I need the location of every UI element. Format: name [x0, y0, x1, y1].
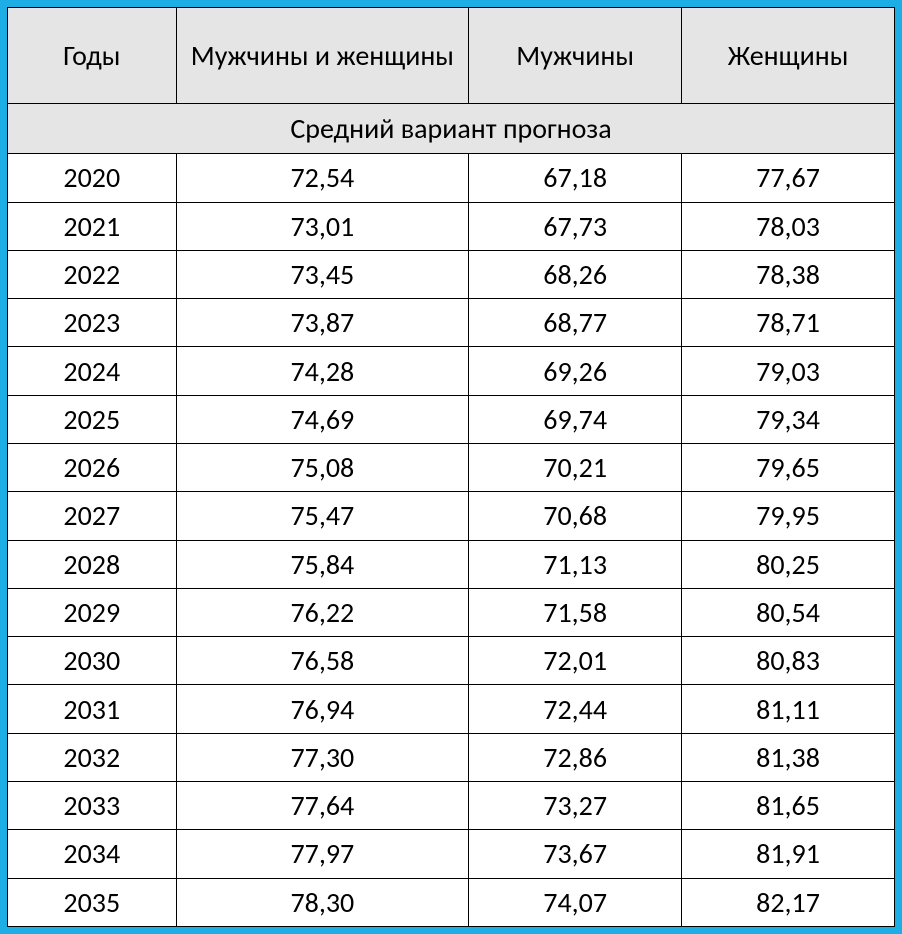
table-row: 203578,3074,0782,17 [8, 878, 895, 926]
header-men: Мужчины [469, 8, 682, 104]
table-row: 202373,8768,7778,71 [8, 299, 895, 347]
cell-men: 72,44 [469, 685, 682, 733]
table-row: 203477,9773,6781,91 [8, 830, 895, 878]
cell-year: 2022 [8, 250, 177, 298]
header-years: Годы [8, 8, 177, 104]
header-both: Мужчины и женщины [176, 8, 469, 104]
cell-women: 82,17 [682, 878, 895, 926]
cell-women: 79,03 [682, 347, 895, 395]
cell-year: 2023 [8, 299, 177, 347]
cell-both: 77,64 [176, 781, 469, 829]
subheader-row: Средний вариант прогноза [8, 104, 895, 154]
cell-men: 67,73 [469, 202, 682, 250]
cell-women: 81,91 [682, 830, 895, 878]
cell-both: 73,87 [176, 299, 469, 347]
cell-year: 2030 [8, 637, 177, 685]
table-row: 202775,4770,6879,95 [8, 492, 895, 540]
cell-both: 76,22 [176, 588, 469, 636]
cell-both: 74,28 [176, 347, 469, 395]
table-row: 203176,9472,4481,11 [8, 685, 895, 733]
table-row: 203377,6473,2781,65 [8, 781, 895, 829]
cell-women: 78,03 [682, 202, 895, 250]
cell-men: 69,26 [469, 347, 682, 395]
table-row: 202474,2869,2679,03 [8, 347, 895, 395]
cell-both: 74,69 [176, 395, 469, 443]
cell-year: 2032 [8, 733, 177, 781]
cell-year: 2029 [8, 588, 177, 636]
cell-year: 2020 [8, 154, 177, 202]
cell-men: 73,67 [469, 830, 682, 878]
cell-men: 73,27 [469, 781, 682, 829]
cell-year: 2021 [8, 202, 177, 250]
cell-women: 81,38 [682, 733, 895, 781]
table-frame: Годы Мужчины и женщины Мужчины Женщины С… [0, 0, 902, 934]
cell-men: 69,74 [469, 395, 682, 443]
table-row: 202574,6969,7479,34 [8, 395, 895, 443]
cell-both: 75,47 [176, 492, 469, 540]
table-row: 202976,2271,5880,54 [8, 588, 895, 636]
table-header-row: Годы Мужчины и женщины Мужчины Женщины [8, 8, 895, 104]
cell-women: 80,54 [682, 588, 895, 636]
cell-men: 71,13 [469, 540, 682, 588]
cell-women: 80,25 [682, 540, 895, 588]
cell-both: 75,08 [176, 443, 469, 491]
cell-women: 81,11 [682, 685, 895, 733]
table-row: 202173,0167,7378,03 [8, 202, 895, 250]
header-women: Женщины [682, 8, 895, 104]
cell-women: 79,65 [682, 443, 895, 491]
cell-men: 68,26 [469, 250, 682, 298]
cell-year: 2028 [8, 540, 177, 588]
cell-women: 79,95 [682, 492, 895, 540]
table-row: 203277,3072,8681,38 [8, 733, 895, 781]
cell-women: 78,71 [682, 299, 895, 347]
cell-both: 77,97 [176, 830, 469, 878]
cell-women: 78,38 [682, 250, 895, 298]
cell-men: 68,77 [469, 299, 682, 347]
cell-men: 72,86 [469, 733, 682, 781]
cell-year: 2026 [8, 443, 177, 491]
cell-both: 77,30 [176, 733, 469, 781]
table-row: 202875,8471,1380,25 [8, 540, 895, 588]
table-row: 202675,0870,2179,65 [8, 443, 895, 491]
cell-men: 70,68 [469, 492, 682, 540]
cell-year: 2034 [8, 830, 177, 878]
cell-men: 71,58 [469, 588, 682, 636]
cell-both: 78,30 [176, 878, 469, 926]
cell-both: 76,94 [176, 685, 469, 733]
cell-both: 76,58 [176, 637, 469, 685]
cell-both: 72,54 [176, 154, 469, 202]
cell-year: 2033 [8, 781, 177, 829]
cell-men: 74,07 [469, 878, 682, 926]
cell-women: 80,83 [682, 637, 895, 685]
cell-both: 73,01 [176, 202, 469, 250]
subheader-cell: Средний вариант прогноза [8, 104, 895, 154]
cell-year: 2035 [8, 878, 177, 926]
cell-both: 73,45 [176, 250, 469, 298]
table-row: 203076,5872,0180,83 [8, 637, 895, 685]
cell-women: 77,67 [682, 154, 895, 202]
table-body: Средний вариант прогноза 202072,5467,187… [8, 104, 895, 927]
forecast-table: Годы Мужчины и женщины Мужчины Женщины С… [7, 7, 895, 927]
cell-year: 2031 [8, 685, 177, 733]
cell-year: 2027 [8, 492, 177, 540]
cell-year: 2024 [8, 347, 177, 395]
table-row: 202072,5467,1877,67 [8, 154, 895, 202]
cell-men: 72,01 [469, 637, 682, 685]
cell-year: 2025 [8, 395, 177, 443]
cell-men: 70,21 [469, 443, 682, 491]
cell-men: 67,18 [469, 154, 682, 202]
cell-both: 75,84 [176, 540, 469, 588]
cell-women: 79,34 [682, 395, 895, 443]
cell-women: 81,65 [682, 781, 895, 829]
table-row: 202273,4568,2678,38 [8, 250, 895, 298]
